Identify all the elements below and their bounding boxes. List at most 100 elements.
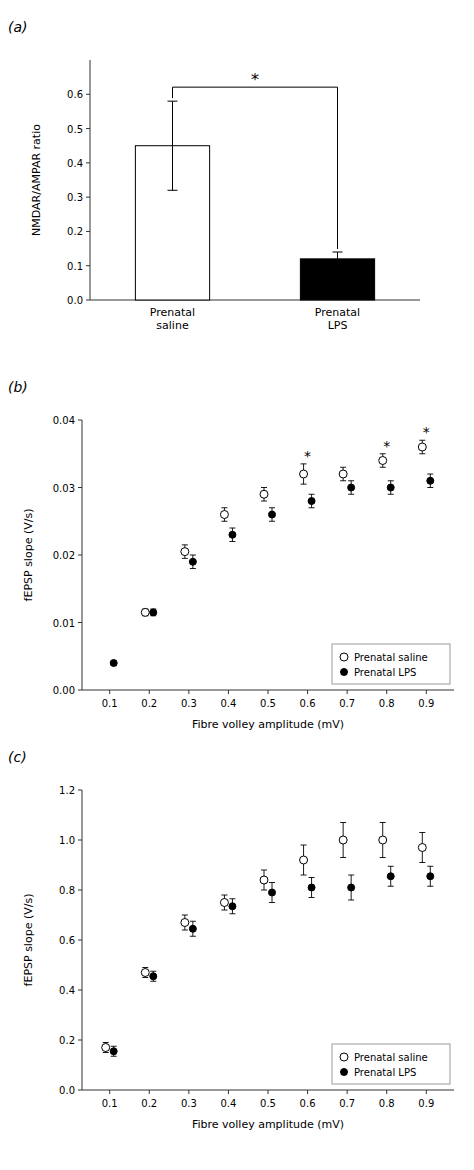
y-tick — [78, 790, 82, 791]
y-tick — [78, 840, 82, 841]
y-tick-label: 0.00 — [53, 685, 75, 696]
x-tick — [188, 1090, 189, 1094]
text-line: LPS — [328, 319, 348, 332]
error-bar — [190, 555, 196, 569]
error-bar-cap — [190, 568, 196, 569]
significance-label: * — [304, 448, 311, 464]
legend-marker — [340, 653, 348, 661]
error-bar-cap — [301, 875, 307, 876]
y-tick-label: 0.6 — [59, 935, 75, 946]
error-bar-cap — [419, 453, 425, 454]
error-bar-cap — [340, 480, 346, 481]
y-tick-label: 0.2 — [67, 226, 83, 237]
error-bar-cap — [333, 265, 343, 266]
point — [110, 660, 117, 667]
error-bar — [388, 481, 394, 495]
point — [348, 884, 355, 891]
error-bar-cap — [142, 967, 148, 968]
text-line: Prenatal — [315, 306, 360, 319]
x-tick — [386, 690, 387, 694]
y-tick — [78, 690, 82, 691]
y-tick — [78, 890, 82, 891]
point — [387, 873, 394, 880]
legend-label: Prenatal saline — [354, 1052, 428, 1063]
x-tick — [347, 690, 348, 694]
chart: (c)0.00.20.40.60.81.01.2fEPSP slope (V/s… — [8, 749, 454, 1131]
legend-frame — [332, 644, 450, 684]
error-bar — [229, 899, 235, 914]
point — [260, 876, 268, 884]
x-tick — [426, 1090, 427, 1094]
error-bar — [261, 870, 267, 890]
x-tick-label: 0.3 — [181, 1098, 197, 1109]
error-bar-cap — [388, 886, 394, 887]
error-bar — [111, 1046, 117, 1056]
point — [189, 925, 196, 932]
error-bar-cap — [221, 895, 227, 896]
legend-label: Prenatal LPS — [354, 667, 416, 678]
error-bar-cap — [309, 877, 315, 878]
error-bar-cap — [348, 900, 354, 901]
y-tick-label: 0.0 — [67, 295, 83, 306]
error-bar — [309, 878, 315, 898]
y-tick — [78, 622, 82, 623]
legend: Prenatal saline Prenatal LPS — [332, 644, 450, 684]
significance-label: * — [383, 438, 390, 454]
x-tick-label: 0.1 — [102, 1098, 118, 1109]
x-tick-label: 0.6 — [300, 698, 316, 709]
point — [379, 836, 387, 844]
x-tick-label: 0.4 — [220, 698, 236, 709]
x-tick-label: 0.2 — [141, 1098, 157, 1109]
x-tick — [426, 690, 427, 694]
x-tick — [386, 1090, 387, 1094]
error-bar — [190, 921, 196, 936]
error-bar-stem — [337, 252, 338, 266]
error-bar-cap — [380, 822, 386, 823]
point — [427, 873, 434, 880]
error-bar-cap — [388, 480, 394, 481]
point — [150, 973, 157, 980]
x-tick — [307, 690, 308, 694]
error-bar — [333, 252, 343, 266]
error-bar-cap — [182, 930, 188, 931]
significance-label: * — [423, 424, 430, 440]
error-bar-cap — [261, 890, 267, 891]
point — [220, 511, 228, 519]
legend-frame — [332, 1044, 450, 1084]
error-bar-cap — [182, 544, 188, 545]
y-tick — [86, 197, 90, 198]
x-tick-label: 0.5 — [260, 698, 276, 709]
error-bar-cap — [388, 494, 394, 495]
panel-label: (c) — [8, 749, 27, 765]
error-bar — [182, 915, 188, 930]
x-tick-label: 0.7 — [339, 1098, 355, 1109]
legend-label: Prenatal saline — [354, 652, 428, 663]
error-bar-cap — [103, 1052, 109, 1053]
error-bar-cap — [419, 862, 425, 863]
point — [269, 889, 276, 896]
x-tick — [188, 690, 189, 694]
error-bar — [301, 845, 307, 875]
error-bar-cap — [168, 190, 178, 191]
point — [308, 498, 315, 505]
error-bar — [309, 494, 315, 508]
point — [348, 484, 355, 491]
x-tick — [109, 1090, 110, 1094]
error-bar — [221, 895, 227, 910]
error-bar — [168, 101, 178, 190]
point — [418, 844, 426, 852]
error-bar — [229, 528, 235, 542]
error-bar — [269, 508, 275, 522]
error-bar-cap — [190, 555, 196, 556]
y-tick-label: 0.2 — [59, 1035, 75, 1046]
y-tick-label: 0.02 — [53, 550, 75, 561]
figure: (a)0.00.10.20.30.40.50.6NMDAR/AMPAR rati… — [0, 0, 474, 1170]
error-bar — [182, 545, 188, 559]
x-tick-label: 0.8 — [379, 1098, 395, 1109]
error-bar-cap — [269, 882, 275, 883]
error-bar-cap — [229, 913, 235, 914]
legend-marker — [341, 669, 348, 676]
error-bar-cap — [348, 875, 354, 876]
bracket-leg — [172, 87, 173, 98]
error-bar-stem — [172, 101, 173, 190]
